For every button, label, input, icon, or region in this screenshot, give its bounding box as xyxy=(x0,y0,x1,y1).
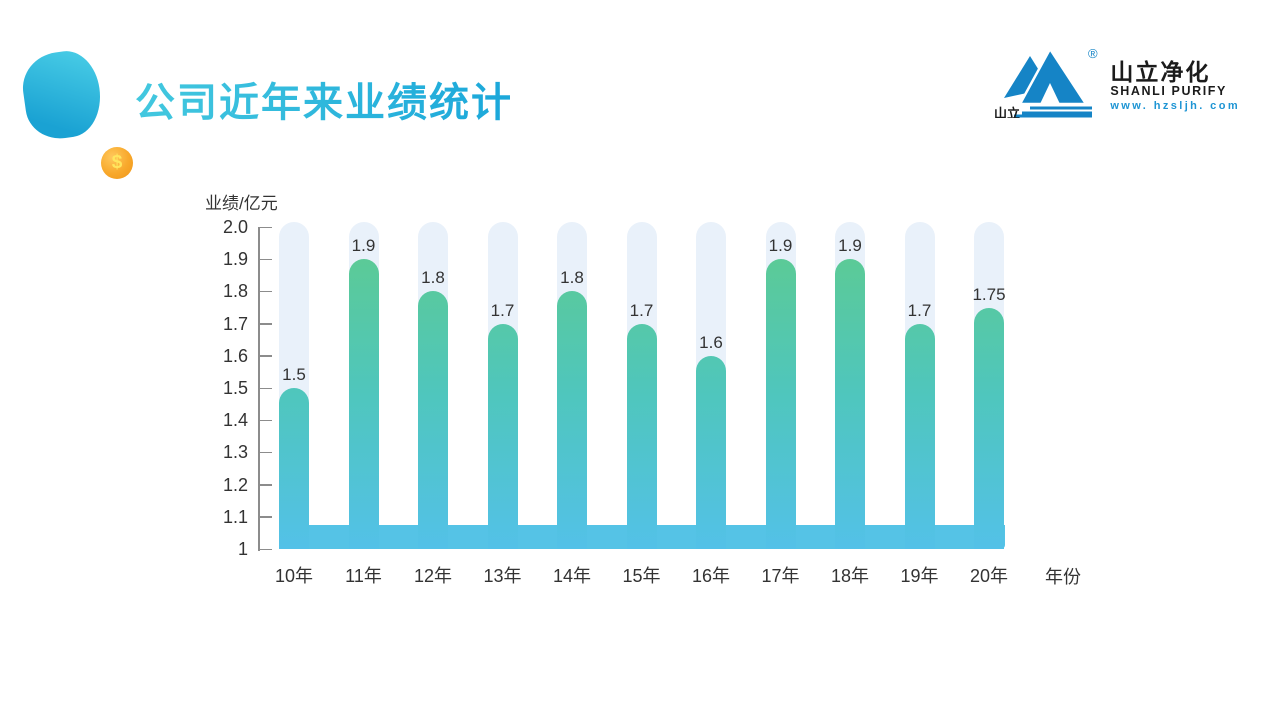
bar-value-label: 1.75 xyxy=(972,284,1006,304)
y-axis-title: 业绩/亿元 xyxy=(205,194,278,213)
bar xyxy=(904,323,935,549)
y-tick-label: 1.1 xyxy=(222,506,248,527)
y-axis-line xyxy=(258,227,260,551)
x-tick-label: 13年 xyxy=(483,566,522,586)
bar xyxy=(974,307,1004,549)
y-axis-tick xyxy=(260,451,272,454)
dollar-symbol: $ xyxy=(111,152,123,173)
bar xyxy=(557,291,587,549)
bar xyxy=(696,355,726,549)
bar-value-label: 1.7 xyxy=(907,300,932,320)
bar xyxy=(348,259,379,549)
y-tick-label: 1.2 xyxy=(222,474,248,495)
bar-value-label: 1.9 xyxy=(351,236,376,256)
y-axis-tick xyxy=(260,258,272,261)
y-axis-tick xyxy=(260,290,272,293)
bar-value-label: 1.8 xyxy=(421,268,445,288)
bar xyxy=(835,259,865,549)
y-axis-tick xyxy=(260,484,272,486)
x-tick-label: 12年 xyxy=(413,566,453,586)
bar-value-label: 1.5 xyxy=(282,365,306,384)
x-tick-label: 16年 xyxy=(691,566,731,586)
x-axis-title: 年份 xyxy=(1045,567,1081,587)
logo-name-cn: 山立净化 xyxy=(1110,59,1211,85)
x-tick-label: 11年 xyxy=(345,566,382,586)
x-tick-label: 17年 xyxy=(761,566,800,586)
x-tick-label: 14年 xyxy=(552,566,592,586)
x-tick-label: 10年 xyxy=(274,566,314,586)
bar-value-label: 1.9 xyxy=(838,236,862,256)
y-axis-tick xyxy=(260,323,272,325)
logo-website: www. hzsljh. com xyxy=(1110,100,1240,113)
bar-value-label: 1.6 xyxy=(699,332,723,352)
bar xyxy=(487,323,518,549)
bar-value-label: 1.7 xyxy=(490,300,515,320)
bar-value-label: 1.8 xyxy=(560,268,584,288)
registered-trademark-icon: ® xyxy=(1088,46,1098,61)
y-tick-label: 1.4 xyxy=(222,410,248,431)
bar xyxy=(765,259,796,549)
bar-value-label: 1.9 xyxy=(768,236,793,256)
logo-name-en: SHANLI PURIFY xyxy=(1110,84,1227,99)
y-axis-tick xyxy=(260,355,272,357)
bar xyxy=(626,323,657,549)
y-tick-label: 1.3 xyxy=(222,442,248,463)
bar-value-label: 1.7 xyxy=(629,300,654,320)
y-tick-label: 1.6 xyxy=(222,345,248,366)
dollar-coin-icon: $ xyxy=(101,147,133,179)
mountain-logo-icon: 山立 ® xyxy=(994,46,1098,118)
x-tick-label: 20年 xyxy=(969,566,1009,586)
company-logo: 山立 ® 山立净化 SHANLI PURIFY www. hzsljh. com xyxy=(994,42,1240,118)
y-axis-tick xyxy=(260,387,272,389)
y-axis-tick xyxy=(260,548,272,550)
y-axis-tick xyxy=(260,226,272,228)
bar xyxy=(418,291,448,549)
y-axis-tick xyxy=(260,516,272,518)
bar xyxy=(279,388,309,549)
x-tick-label: 19年 xyxy=(900,566,939,586)
y-axis-tick xyxy=(260,419,272,422)
logo-mark-text: 山立 xyxy=(994,106,1020,118)
page-title: 公司近年来业绩统计 xyxy=(135,70,513,128)
y-tick-label: 1.9 xyxy=(222,249,248,270)
y-tick-label: 2.0 xyxy=(222,217,248,237)
y-tick-label: 1.5 xyxy=(222,378,248,398)
y-tick-label: 1 xyxy=(237,539,248,559)
y-tick-label: 1.7 xyxy=(222,313,248,334)
x-tick-label: 18年 xyxy=(830,566,870,586)
x-tick-label: 15年 xyxy=(622,566,661,586)
y-tick-label: 1.8 xyxy=(222,281,248,302)
